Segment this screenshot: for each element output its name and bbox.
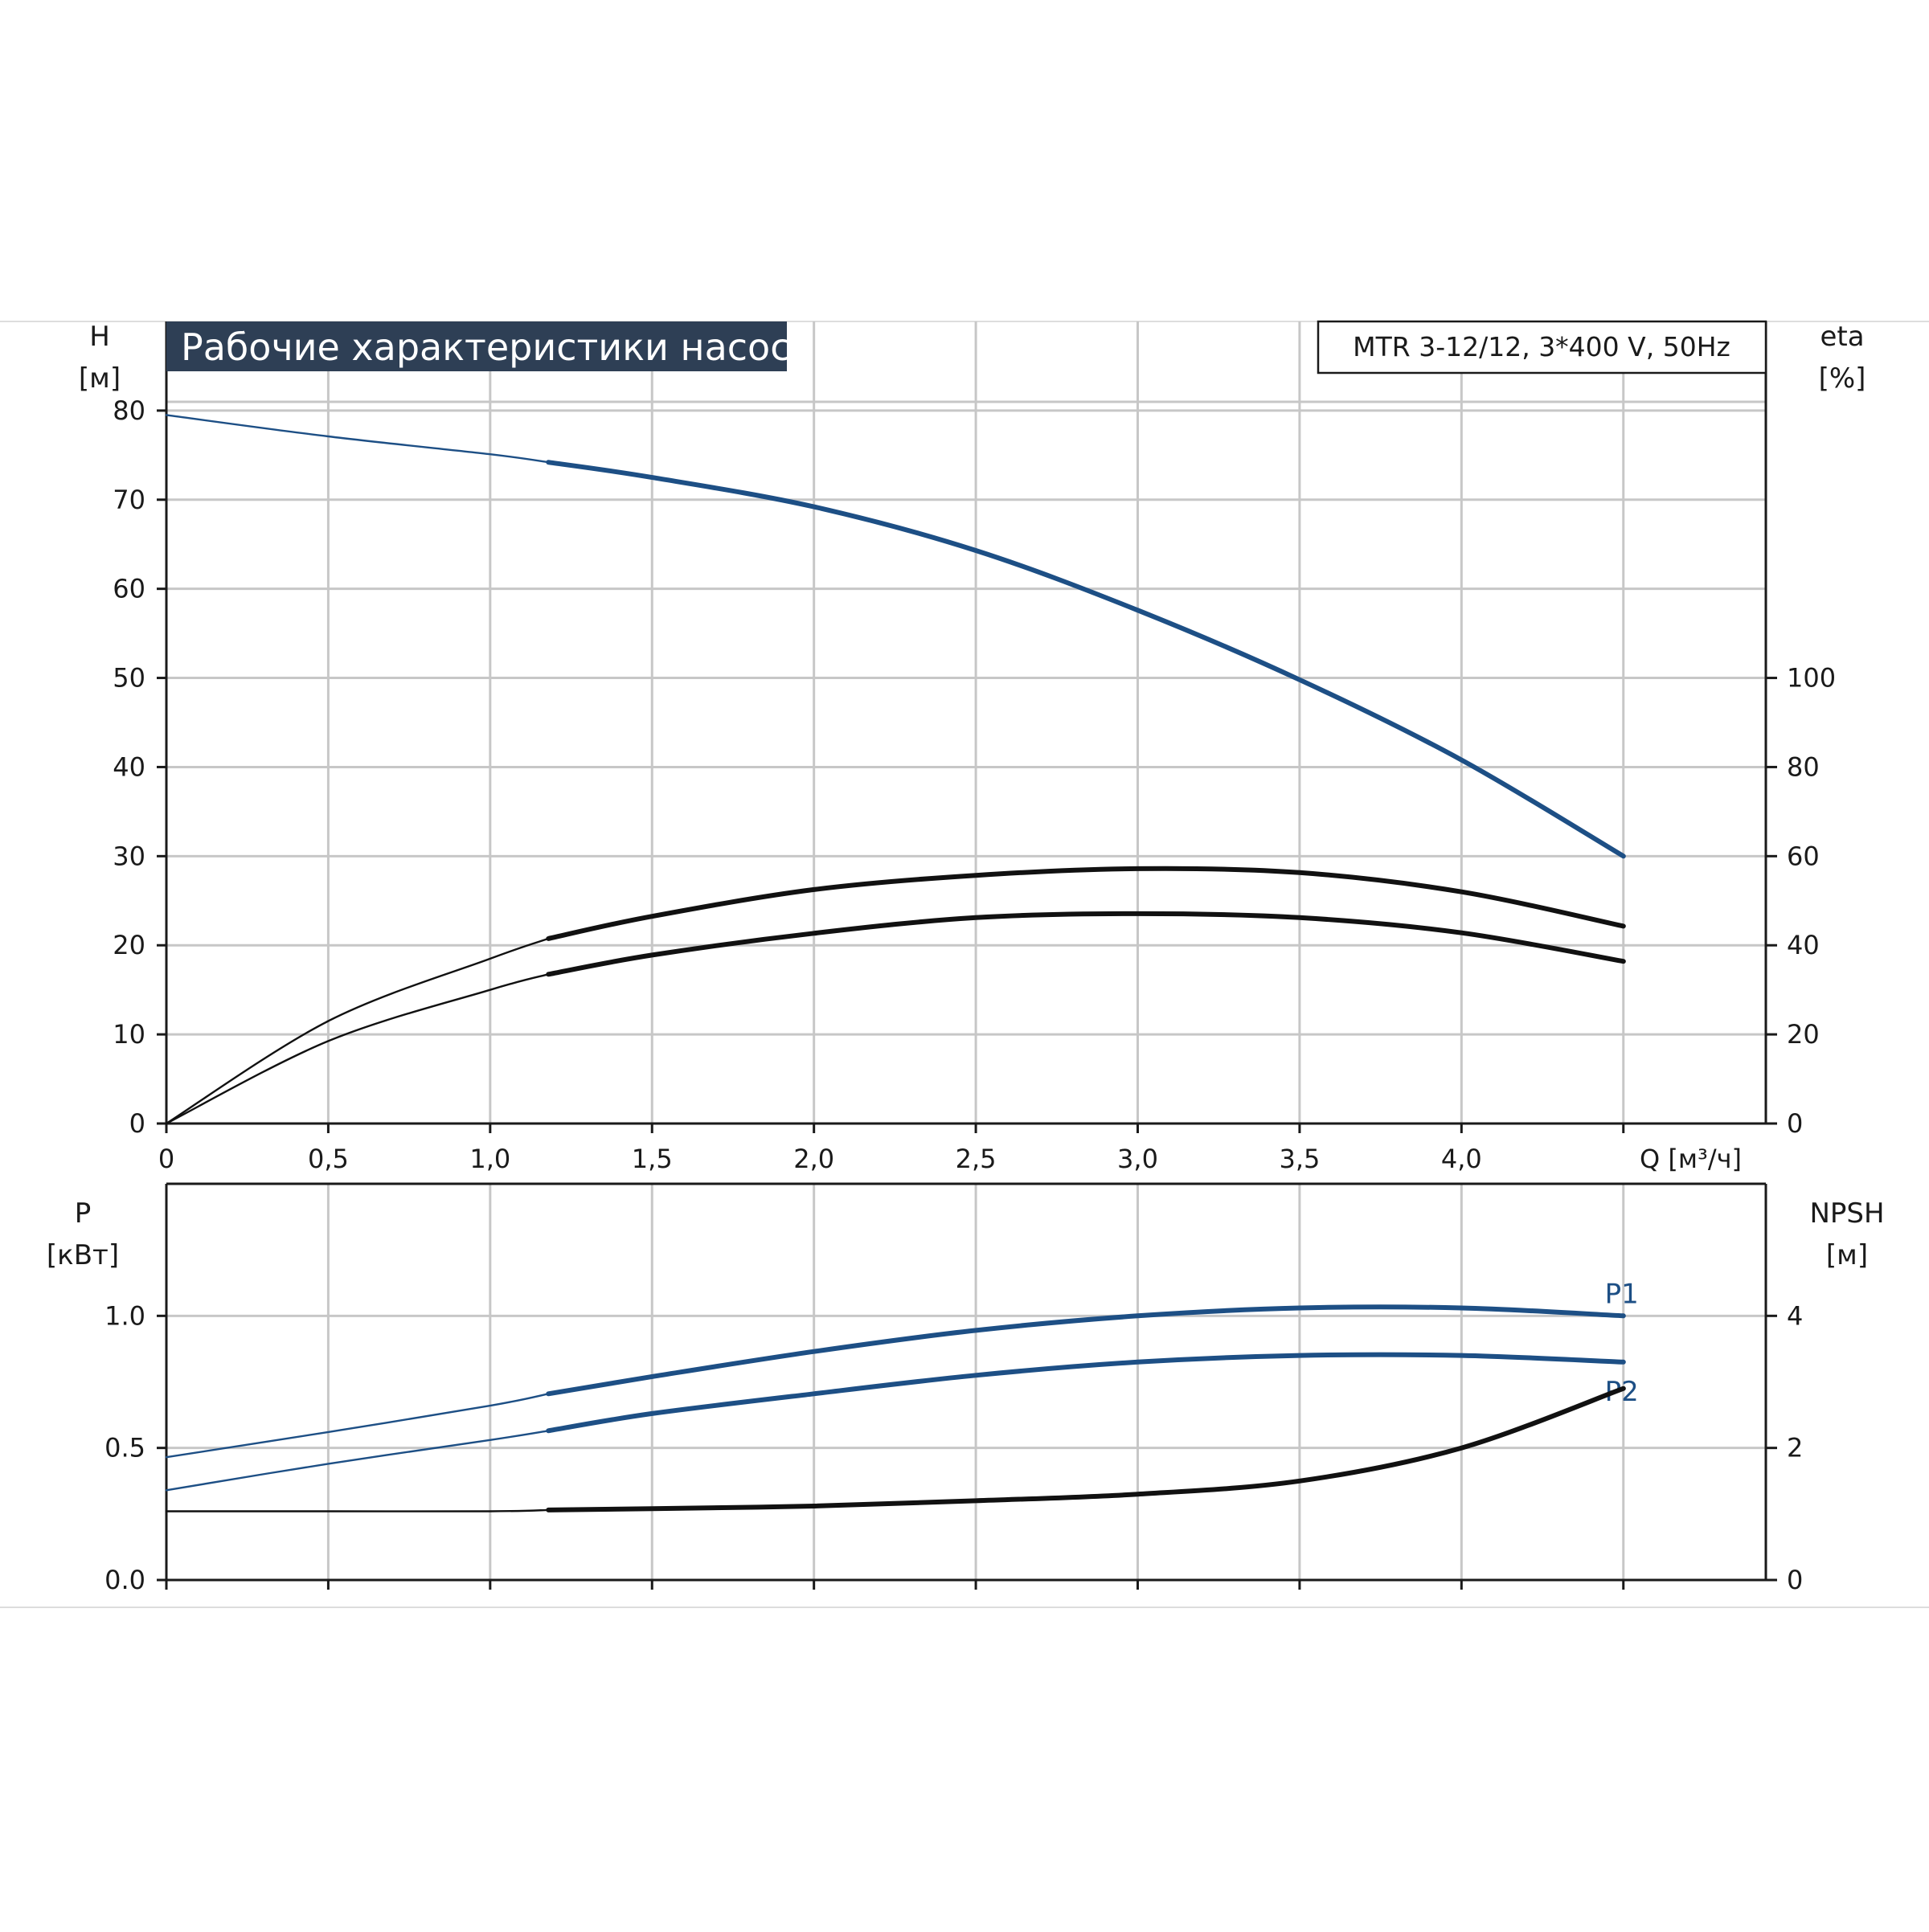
left-tick-label: 30: [113, 841, 145, 871]
series-2-curve-extended: [165, 937, 550, 1125]
series-3-curve: [546, 1386, 1626, 1512]
left-tick-label: 80: [113, 395, 145, 426]
x-tick-label: 2,5: [956, 1144, 997, 1174]
series-1-curve: [546, 460, 1626, 859]
left-axis-unit: [м]: [79, 362, 121, 395]
right-axis-unit: [%]: [1819, 362, 1866, 395]
left-tick-label: 0.0: [104, 1565, 145, 1595]
right-tick-label: 80: [1787, 751, 1820, 782]
x-tick-label: 1,0: [469, 1144, 510, 1174]
right-axis-unit: [м]: [1826, 1239, 1868, 1271]
x-tick-label: 0: [158, 1144, 174, 1174]
left-tick-label: 40: [113, 751, 145, 782]
left-axis-name: H: [89, 321, 110, 353]
x-tick-label: 1,5: [632, 1144, 673, 1174]
right-tick-label: 100: [1787, 663, 1836, 694]
series-2-curve: [546, 866, 1626, 941]
left-tick-label: 0: [129, 1108, 145, 1139]
series-label-p1: P1: [1605, 1278, 1639, 1310]
head-efficiency-panel: 0 10 20 30 40 50 60 70 80 0 20 40 60 80 100 0 0,5 1,0 1,5 2…: [79, 320, 1866, 1174]
right-tick-label: 20: [1787, 1019, 1820, 1050]
model-label: MTR 3-12/12, 3*400 V, 50Hz: [1353, 331, 1730, 362]
p1-curve-extended: [165, 1393, 550, 1459]
left-axis-name: P: [75, 1197, 92, 1230]
left-tick-label: 50: [113, 663, 145, 694]
right-tick-label: 0: [1787, 1108, 1803, 1139]
right-tick-label: 40: [1787, 930, 1820, 960]
series-3-curve-extended: [165, 1508, 550, 1512]
left-axis-unit: [кВт]: [47, 1239, 119, 1271]
right-axis-name: NPSH: [1809, 1197, 1884, 1230]
model-label-box: [1317, 320, 1767, 375]
series-3-curve-extended: [165, 973, 550, 1125]
series-1-curve-extended: [165, 414, 550, 464]
right-tick-label: 0: [1787, 1565, 1803, 1595]
left-tick-label: 20: [113, 930, 145, 960]
x-tick-label: 3,5: [1279, 1144, 1320, 1174]
x-axis-label: Q [м³/ч]: [1640, 1144, 1742, 1174]
left-tick-label: 70: [113, 485, 145, 515]
p2-curve-extended: [165, 1430, 550, 1492]
right-tick-label: 4: [1787, 1300, 1803, 1331]
chart-title: Рабочие характеристики насоса: [181, 325, 813, 369]
right-axis-name: eta: [1820, 321, 1864, 353]
left-tick-label: 1.0: [104, 1300, 145, 1331]
x-tick-label: 3,0: [1117, 1144, 1158, 1174]
x-tick-label: 0,5: [308, 1144, 349, 1174]
p1-curve: [546, 1304, 1626, 1397]
p2-curve: [546, 1352, 1626, 1434]
left-tick-label: 60: [113, 574, 145, 604]
x-tick-label: 4,0: [1441, 1144, 1482, 1174]
series-3-curve: [546, 911, 1626, 977]
right-tick-label: 2: [1787, 1433, 1803, 1463]
left-tick-label: 0.5: [104, 1433, 145, 1463]
x-tick-label: 2,0: [793, 1144, 834, 1174]
left-tick-label: 10: [113, 1019, 145, 1050]
right-tick-label: 60: [1787, 841, 1820, 871]
title-banner: [166, 321, 787, 371]
